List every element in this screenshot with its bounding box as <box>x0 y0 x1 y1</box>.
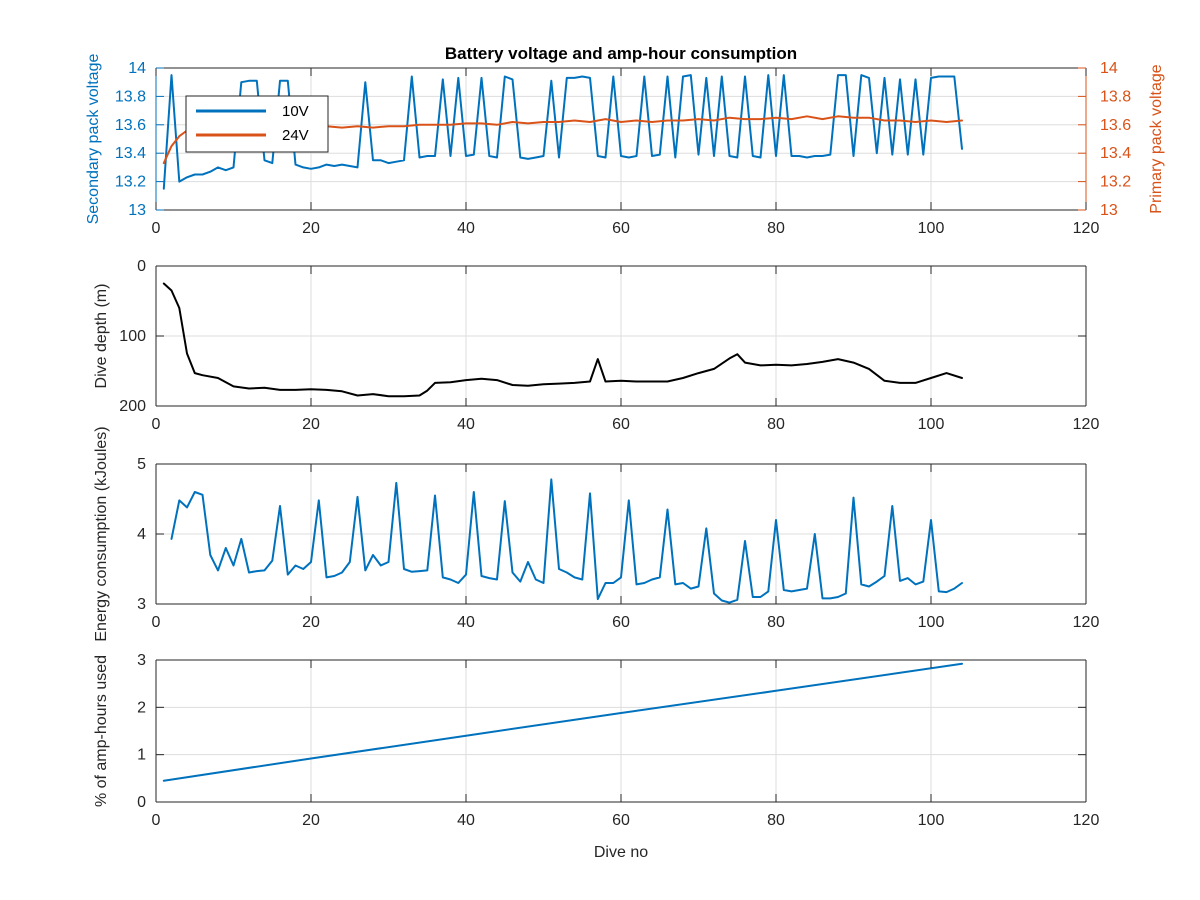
y-tick-label: 1 <box>137 747 146 764</box>
x-tick-label: 0 <box>152 416 161 433</box>
x-tick-label: 0 <box>152 220 161 237</box>
x-tick-label: 60 <box>612 614 630 631</box>
x-tick-label: 60 <box>612 220 630 237</box>
x-tick-label: 80 <box>767 614 785 631</box>
x-tick-label: 100 <box>918 416 945 433</box>
y-tick-label: 14 <box>128 60 146 77</box>
y-tick-label: 100 <box>119 328 146 345</box>
x-tick-label: 60 <box>612 812 630 829</box>
y-tick-label: 13.2 <box>115 174 146 191</box>
series-line-energy-0 <box>170 478 963 604</box>
y-tick-label: 13.8 <box>115 88 146 105</box>
y-tick-label: 13.6 <box>115 117 146 134</box>
x-tick-label: 40 <box>457 812 475 829</box>
x-tick-label: 100 <box>918 614 945 631</box>
x-axis-label: Dive no <box>594 844 648 861</box>
y-tick-label: 5 <box>137 456 146 473</box>
y-tick-label: 0 <box>137 258 146 275</box>
x-tick-label: 120 <box>1073 812 1100 829</box>
y-tick-label: 13 <box>128 202 146 219</box>
y-axis-label: Secondary pack voltage <box>85 54 102 225</box>
y-tick-label: 13.4 <box>115 145 146 162</box>
y-tick-label-right: 13.2 <box>1100 174 1131 191</box>
x-tick-label: 0 <box>152 812 161 829</box>
series-line-amphours-0 <box>162 662 963 782</box>
y-axis-label: % of amp-hours used <box>93 655 110 807</box>
x-tick-label: 40 <box>457 614 475 631</box>
x-tick-label: 40 <box>457 220 475 237</box>
x-tick-label: 120 <box>1073 416 1100 433</box>
x-tick-label: 20 <box>302 614 320 631</box>
x-tick-label: 80 <box>767 812 785 829</box>
x-tick-label: 20 <box>302 812 320 829</box>
y-tick-label: 2 <box>137 699 146 716</box>
legend-label-0: 10V <box>282 103 309 120</box>
series-line-voltage-0 <box>162 74 963 190</box>
x-tick-label: 80 <box>767 220 785 237</box>
y-axis-label-right: Primary pack voltage <box>1148 64 1165 213</box>
x-tick-label: 20 <box>302 416 320 433</box>
y-tick-label-right: 13.6 <box>1100 117 1131 134</box>
axes-depth: 0 20 40 60 80 100 120 0 100 200 Dive depth (m) <box>93 258 1099 433</box>
x-tick-label: 40 <box>457 416 475 433</box>
x-tick-label: 120 <box>1073 614 1100 631</box>
y-tick-label-right: 14 <box>1100 60 1118 77</box>
y-tick-label: 0 <box>137 794 146 811</box>
x-tick-label: 0 <box>152 614 161 631</box>
y-tick-label-right: 13.4 <box>1100 145 1131 162</box>
axes-voltage: 0 20 40 60 80 100 1201313.213.413.613.8141313.… <box>85 44 1165 237</box>
y-tick-label: 3 <box>137 596 146 613</box>
y-axis-label: Energy consumption (kJoules) <box>93 426 110 641</box>
y-tick-label-right: 13 <box>1100 202 1118 219</box>
legend-box <box>185 95 329 153</box>
x-tick-label: 100 <box>918 220 945 237</box>
x-tick-label: 100 <box>918 812 945 829</box>
x-tick-label: 80 <box>767 416 785 433</box>
legend-label-1: 24V <box>282 127 309 144</box>
series-line-depth-0 <box>162 282 963 398</box>
axes-energy: 0 20 40 60 80 100 120 3 4 5 Energy consumption (kJ… <box>93 426 1099 641</box>
axes-amphours: 0 20 40 60 80 100 120 0 1 2 3 % of amp-hours used Di… <box>93 652 1099 861</box>
y-tick-label: 200 <box>119 398 146 415</box>
x-tick-label: 60 <box>612 416 630 433</box>
chart-title: Battery voltage and amp-hour consumption <box>445 44 797 63</box>
y-tick-label: 3 <box>137 652 146 669</box>
y-tick-label: 4 <box>137 526 146 543</box>
x-tick-label: 20 <box>302 220 320 237</box>
plots: 0 20 40 60 80 100 1201313.213.413.613.8141313.… <box>85 44 1165 861</box>
y-axis-label: Dive depth (m) <box>93 284 110 389</box>
x-tick-label: 120 <box>1073 220 1100 237</box>
y-tick-label-right: 13.8 <box>1100 88 1131 105</box>
